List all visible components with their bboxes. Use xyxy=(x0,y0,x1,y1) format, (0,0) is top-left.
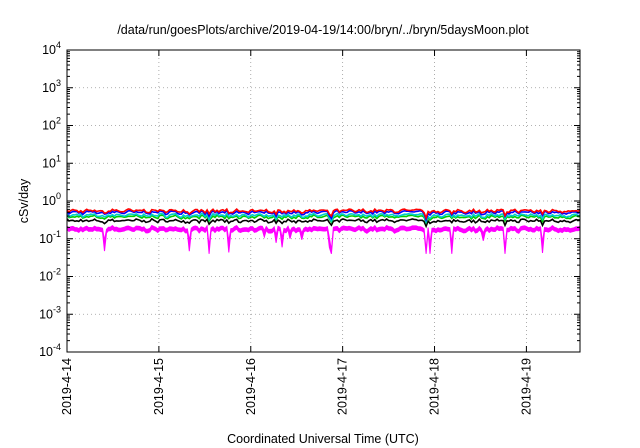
x-tick-labels: 2019-4-14 2019-4-15 2019-4-16 2019-4-17 2019… xyxy=(60,358,533,415)
series-group xyxy=(66,207,581,254)
series-line xyxy=(66,207,581,221)
grid xyxy=(67,50,580,352)
y-axis-label: cSv/day xyxy=(17,178,31,223)
x-tick-label: 2019-4-18 xyxy=(428,358,442,415)
y-tick-label: 102 xyxy=(42,116,61,133)
x-tick-label: 2019-4-14 xyxy=(60,358,74,415)
series-line xyxy=(66,217,581,229)
series-line xyxy=(66,213,580,225)
x-axis-label: Coordinated Universal Time (UTC) xyxy=(227,432,419,446)
ticks xyxy=(66,49,580,353)
y-tick-label: 10-3 xyxy=(39,304,61,321)
series-line xyxy=(66,212,581,225)
series-line xyxy=(66,208,581,223)
x-tick-label: 2019-4-19 xyxy=(519,358,533,415)
x-tick-label: 2019-4-16 xyxy=(244,358,258,415)
chart-title: /data/run/goesPlots/archive/2019-04-19/1… xyxy=(117,23,529,37)
x-tick-label: 2019-4-17 xyxy=(336,358,350,415)
y-tick-label: 103 xyxy=(42,78,61,95)
y-tick-label: 10-2 xyxy=(39,267,61,284)
y-tick-labels: 104 103 102 101 100 10-1 10-2 10-3 10-4 xyxy=(39,40,61,359)
y-tick-label: 101 xyxy=(42,153,61,170)
y-tick-label: 10-1 xyxy=(39,229,61,246)
y-tick-label: 100 xyxy=(42,191,61,208)
y-tick-label: 104 xyxy=(42,40,61,57)
y-tick-label: 10-4 xyxy=(39,342,61,359)
x-tick-label: 2019-4-15 xyxy=(152,358,166,415)
series-band xyxy=(66,224,581,254)
